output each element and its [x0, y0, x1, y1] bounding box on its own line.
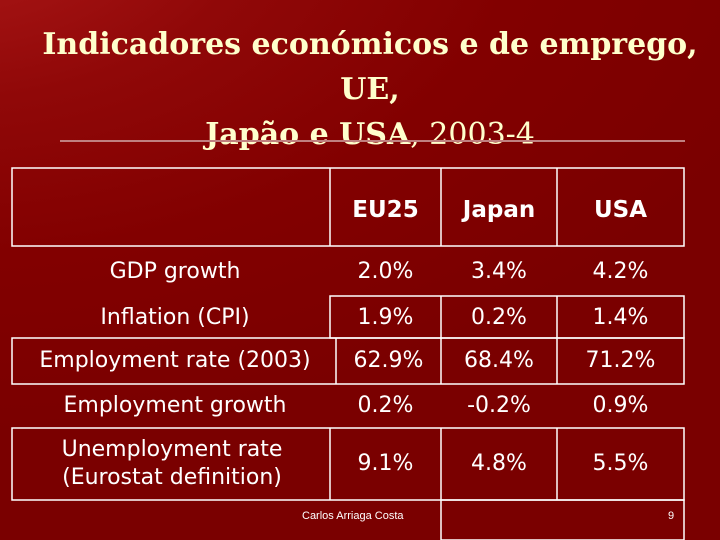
row-label-unemployment-line-2: (Eurostat definition): [62, 465, 282, 490]
row-label-unemployment-rate: Unemployment rate (Eurostat definition): [22, 432, 322, 496]
title-line-2-regular: , 2003-4: [410, 117, 535, 152]
row-label-unemployment-line-1: Unemployment rate: [61, 437, 283, 462]
cell-unemployment-eu25: 9.1%: [357, 451, 414, 476]
col-header-japan: Japan: [462, 197, 536, 223]
row-label-employment-growth: Employment growth: [63, 393, 287, 418]
col-header-eu25: EU25: [352, 197, 419, 223]
row-label-employment-rate: Employment rate (2003): [39, 348, 311, 373]
cell-gdp-japan: 3.4%: [471, 259, 527, 284]
slide-title: Indicadores económicos e de emprego, UE,…: [20, 22, 720, 157]
footer-author: Carlos Arriaga Costa: [302, 510, 404, 522]
cell-inflation-japan: 0.2%: [471, 305, 527, 330]
cell-employment-rate-eu25: 62.9%: [353, 348, 424, 373]
title-line-1: Indicadores económicos e de emprego, UE,: [42, 27, 698, 107]
footer-page-number: 9: [668, 510, 675, 522]
cell-employment-rate-usa: 71.2%: [585, 348, 656, 373]
cell-gdp-eu25: 2.0%: [357, 259, 414, 284]
cell-gdp-usa: 4.2%: [592, 259, 649, 284]
title-line-2-bold: Japão e USA: [205, 117, 411, 152]
cell-employment-growth-usa: 0.9%: [592, 393, 649, 418]
title-underline: [60, 140, 685, 142]
cell-unemployment-japan: 4.8%: [471, 451, 527, 476]
row-label-inflation: Inflation (CPI): [100, 305, 250, 330]
cell-unemployment-usa: 5.5%: [592, 451, 649, 476]
cell-employment-rate-japan: 68.4%: [464, 348, 534, 373]
title-line-2: Japão e USA, 2003-4: [20, 112, 720, 157]
cell-employment-growth-eu25: 0.2%: [357, 393, 414, 418]
cell-inflation-eu25: 1.9%: [357, 305, 414, 330]
cell-employment-growth-japan: -0.2%: [467, 393, 531, 418]
row-label-gdp-growth: GDP growth: [109, 259, 241, 284]
col-header-usa: USA: [593, 197, 648, 223]
cell-inflation-usa: 1.4%: [592, 305, 649, 330]
